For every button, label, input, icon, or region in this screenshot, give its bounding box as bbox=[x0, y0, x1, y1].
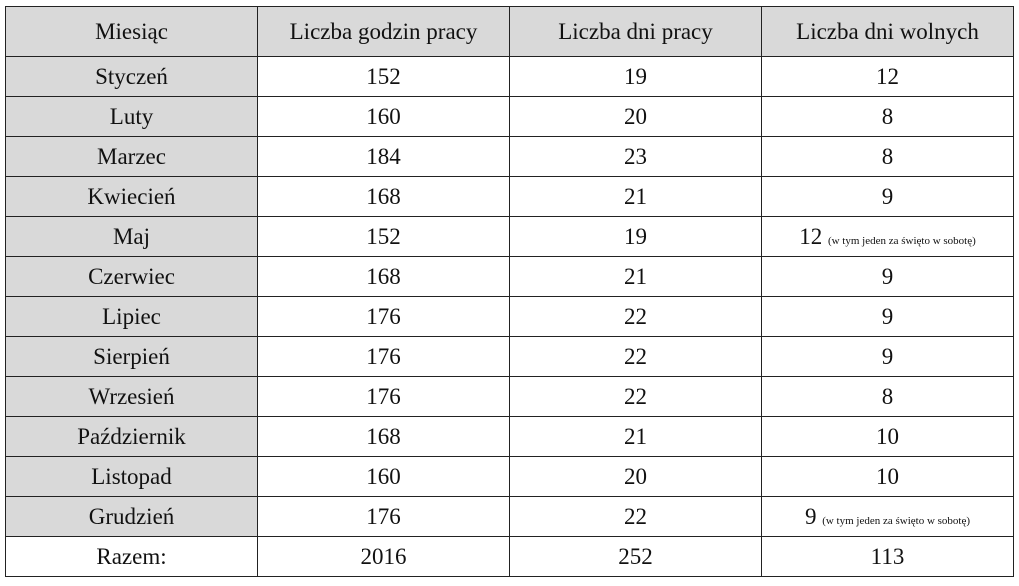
total-row: Razem: 2016 252 113 bbox=[5, 536, 1014, 577]
free-days-cell: 8 bbox=[761, 376, 1014, 417]
free-days-value: 8 bbox=[881, 383, 894, 409]
free-days-cell: 9 bbox=[761, 336, 1014, 377]
month-cell: Maj bbox=[5, 216, 258, 257]
header-work-days: Liczba dni pracy bbox=[509, 6, 762, 57]
month-cell: Wrzesień bbox=[5, 376, 258, 417]
month-cell: Marzec bbox=[5, 136, 258, 177]
header-hours: Liczba godzin pracy bbox=[257, 6, 510, 57]
header-row: Miesiąc Liczba godzin pracy Liczba dni p… bbox=[5, 6, 1014, 57]
hours-cell: 184 bbox=[257, 136, 510, 177]
hours-cell: 152 bbox=[257, 56, 510, 97]
table-row: Lipiec 176 22 9 bbox=[5, 296, 1014, 337]
hours-cell: 168 bbox=[257, 416, 510, 457]
work-days-cell: 21 bbox=[509, 176, 762, 217]
work-days-cell: 23 bbox=[509, 136, 762, 177]
work-days-cell: 20 bbox=[509, 96, 762, 137]
month-cell: Październik bbox=[5, 416, 258, 457]
header-month: Miesiąc bbox=[5, 6, 258, 57]
free-days-cell: 12 bbox=[761, 56, 1014, 97]
hours-cell: 152 bbox=[257, 216, 510, 257]
free-days-value: 10 bbox=[876, 463, 899, 489]
free-days-value: 9 bbox=[804, 503, 817, 529]
table-row: Sierpień 176 22 9 bbox=[5, 336, 1014, 377]
header-free-days: Liczba dni wolnych bbox=[761, 6, 1014, 57]
free-days-cell: 9 (w tym jeden za święto w sobotę) bbox=[761, 496, 1014, 537]
total-free-days: 113 bbox=[761, 536, 1014, 577]
total-hours: 2016 bbox=[257, 536, 510, 577]
hours-cell: 176 bbox=[257, 336, 510, 377]
free-days-value: 12 bbox=[799, 223, 823, 249]
work-days-cell: 22 bbox=[509, 496, 762, 537]
free-days-cell: 8 bbox=[761, 96, 1014, 137]
table-row: Luty 160 20 8 bbox=[5, 96, 1014, 137]
free-days-value: 8 bbox=[881, 103, 894, 129]
table-row: Wrzesień 176 22 8 bbox=[5, 376, 1014, 417]
free-days-cell: 9 bbox=[761, 176, 1014, 217]
hours-cell: 168 bbox=[257, 256, 510, 297]
free-days-cell: 9 bbox=[761, 296, 1014, 337]
month-cell: Czerwiec bbox=[5, 256, 258, 297]
hours-cell: 176 bbox=[257, 496, 510, 537]
month-cell: Sierpień bbox=[5, 336, 258, 377]
work-days-cell: 20 bbox=[509, 456, 762, 497]
work-days-cell: 19 bbox=[509, 216, 762, 257]
month-cell: Luty bbox=[5, 96, 258, 137]
free-days-cell: 8 bbox=[761, 136, 1014, 177]
table-row: Październik 168 21 10 bbox=[5, 416, 1014, 457]
free-days-value: 10 bbox=[876, 423, 899, 449]
table-row: Styczeń 152 19 12 bbox=[5, 56, 1014, 97]
free-days-value: 8 bbox=[881, 143, 894, 169]
month-cell: Kwiecień bbox=[5, 176, 258, 217]
free-days-value: 9 bbox=[881, 343, 894, 369]
hours-cell: 160 bbox=[257, 96, 510, 137]
free-days-cell: 12 (w tym jeden za święto w sobotę) bbox=[761, 216, 1014, 257]
free-days-note: (w tym jeden za święto w sobotę) bbox=[827, 234, 976, 247]
work-days-cell: 21 bbox=[509, 256, 762, 297]
work-days-cell: 22 bbox=[509, 376, 762, 417]
total-label: Razem: bbox=[5, 536, 258, 577]
free-days-value: 9 bbox=[881, 303, 894, 329]
free-days-note: (w tym jeden za święto w sobotę) bbox=[822, 514, 971, 527]
month-cell: Lipiec bbox=[5, 296, 258, 337]
work-days-cell: 21 bbox=[509, 416, 762, 457]
hours-cell: 176 bbox=[257, 376, 510, 417]
month-cell: Listopad bbox=[5, 456, 258, 497]
month-cell: Grudzień bbox=[5, 496, 258, 537]
table-row: Czerwiec 168 21 9 bbox=[5, 256, 1014, 297]
free-days-cell: 9 bbox=[761, 256, 1014, 297]
table-row: Grudzień 176 22 9 (w tym jeden za święto w … bbox=[5, 496, 1014, 537]
work-hours-table: Miesiąc Liczba godzin pracy Liczba dni p… bbox=[5, 6, 1014, 577]
free-days-value: 12 bbox=[876, 63, 899, 89]
table-row: Kwiecień 168 21 9 bbox=[5, 176, 1014, 217]
free-days-cell: 10 bbox=[761, 456, 1014, 497]
hours-cell: 176 bbox=[257, 296, 510, 337]
total-work-days: 252 bbox=[509, 536, 762, 577]
work-days-cell: 19 bbox=[509, 56, 762, 97]
work-days-cell: 22 bbox=[509, 336, 762, 377]
work-days-cell: 22 bbox=[509, 296, 762, 337]
free-days-cell: 10 bbox=[761, 416, 1014, 457]
hours-cell: 168 bbox=[257, 176, 510, 217]
month-cell: Styczeń bbox=[5, 56, 258, 97]
hours-cell: 160 bbox=[257, 456, 510, 497]
table-row: Maj 152 19 12 (w tym jeden za święto w sobo… bbox=[5, 216, 1014, 257]
table-row: Listopad 160 20 10 bbox=[5, 456, 1014, 497]
free-days-value: 9 bbox=[881, 183, 894, 209]
free-days-value: 9 bbox=[881, 263, 894, 289]
table-row: Marzec 184 23 8 bbox=[5, 136, 1014, 177]
